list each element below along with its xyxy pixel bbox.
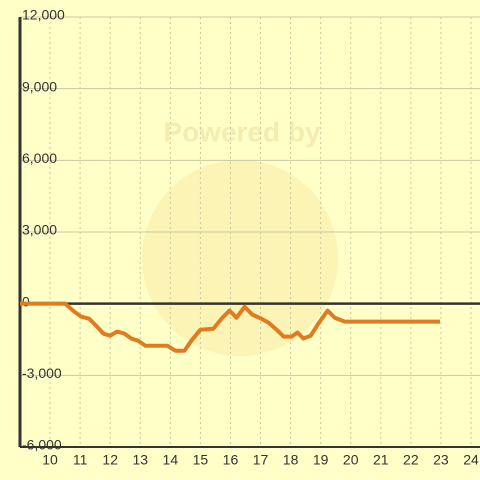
data-line: [20, 301, 441, 353]
x-tick-label: 14: [163, 452, 179, 468]
watermark-logo: [142, 160, 338, 356]
x-tick-label: 15: [193, 452, 209, 468]
y-tick-label: 6,000: [22, 150, 57, 166]
x-tick-label: 22: [403, 452, 419, 468]
y-tick-label: -3,000: [22, 365, 62, 381]
x-tick-label: 10: [42, 452, 58, 468]
x-tick-label: 20: [343, 452, 359, 468]
y-tick-label: 0: [22, 293, 30, 309]
y-tick-label: 3,000: [22, 222, 57, 238]
x-tick-label: 11: [73, 452, 88, 468]
y-tick-label: 9,000: [22, 78, 57, 94]
x-tick-label: 24: [463, 452, 479, 468]
y-tick-label: -6,000: [22, 437, 62, 453]
x-tick-label: 18: [283, 452, 299, 468]
x-tick-label: 12: [102, 452, 118, 468]
x-tick-label: 23: [433, 452, 449, 468]
x-tick-label: 16: [223, 452, 239, 468]
x-tick-label: 17: [253, 452, 269, 468]
x-tick-label: 13: [132, 452, 148, 468]
x-tick-label: 21: [373, 452, 389, 468]
y-tick-label: 12,000: [22, 7, 65, 23]
x-tick-label: 19: [313, 452, 329, 468]
watermark: Powered by: [163, 116, 321, 147]
